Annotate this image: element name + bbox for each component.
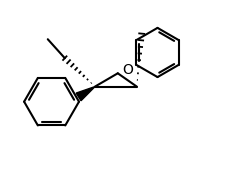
Text: O: O bbox=[121, 63, 132, 76]
Polygon shape bbox=[76, 87, 95, 101]
